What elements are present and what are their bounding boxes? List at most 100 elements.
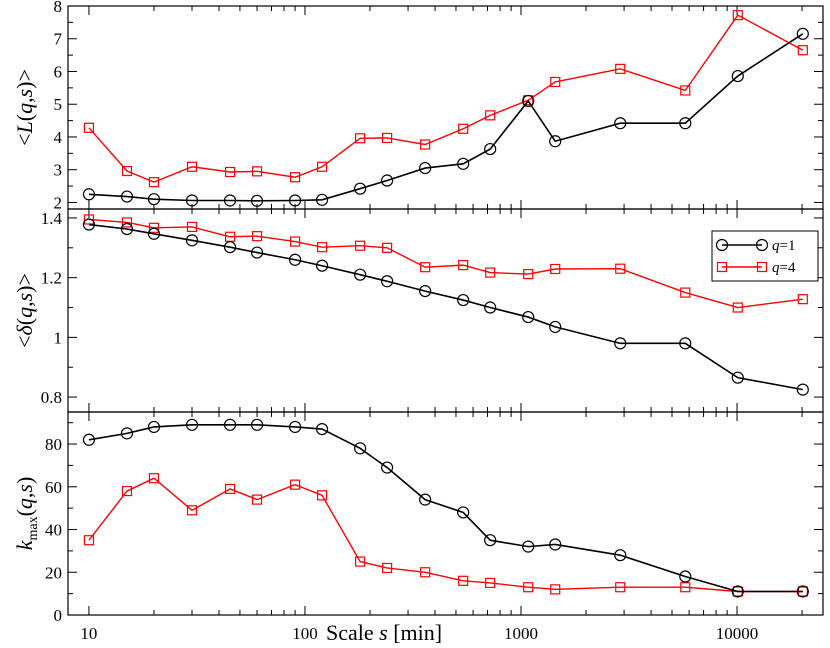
series-q=4 (83, 10, 808, 188)
data-point-circle (522, 94, 535, 108)
data-point-square (458, 260, 469, 271)
data-point-circle (679, 337, 692, 350)
data-point-square (523, 268, 534, 280)
comma: , (12, 97, 37, 103)
data-point-circle (731, 585, 744, 598)
series-line (88, 424, 803, 593)
data-point-circle (288, 420, 302, 434)
label-q: q (12, 498, 37, 509)
paren: ( (12, 318, 37, 325)
data-point-circle (147, 420, 161, 434)
data-point-square (550, 584, 561, 595)
data-point-circle (82, 188, 96, 201)
data-point-square (382, 132, 393, 144)
x-axis-label-prefix: Scale (326, 620, 379, 645)
data-point-square (316, 161, 328, 172)
label-var: L (12, 121, 37, 134)
data-point-square (224, 166, 236, 178)
legend-label: q=4 (772, 260, 796, 276)
y-tick-label: 40 (45, 521, 62, 540)
data-point-square (420, 567, 431, 578)
data-point-square (420, 262, 431, 273)
data-point-circle (147, 227, 161, 240)
data-point-square (420, 139, 431, 150)
paren-close: ) (12, 477, 37, 484)
data-point-circle (381, 174, 394, 187)
bracket-open: < (12, 335, 37, 347)
data-point-circle (223, 418, 237, 431)
comma: , (12, 493, 37, 499)
data-point-square (615, 63, 626, 74)
data-point-square (289, 172, 301, 183)
panel-middle: 0.8 1 1.2 1.4 (41, 208, 824, 413)
x-tick-label: 10 (80, 624, 97, 643)
data-point-circle (147, 193, 161, 206)
data-point-square (797, 45, 808, 56)
data-point-square (382, 242, 393, 253)
y-tick-label: 6 (54, 62, 63, 81)
legend-box (711, 230, 819, 282)
data-point-square (615, 263, 626, 274)
data-point-circle (288, 253, 302, 266)
paren: ( (12, 509, 37, 516)
data-point-square (458, 575, 469, 586)
data-point-circle (381, 461, 394, 474)
data-point-circle (315, 259, 329, 272)
data-point-circle (120, 190, 134, 203)
data-point-circle (484, 142, 497, 156)
data-point-square (121, 485, 133, 497)
data-point-circle (796, 383, 809, 396)
data-point-circle (82, 433, 96, 446)
legend-marker-circle (755, 238, 769, 252)
legend-label-var: q (772, 238, 780, 254)
y-tick-label: 20 (45, 563, 62, 582)
data-point-square (680, 85, 691, 96)
data-point-square (355, 556, 366, 567)
y-tick-label: 4 (54, 128, 63, 147)
x-tick-label: 100 (292, 624, 318, 643)
panel-frame (67, 5, 824, 210)
panel-frame (67, 411, 824, 616)
data-point-square (148, 177, 160, 188)
panel-frame (67, 208, 824, 413)
data-point-square (458, 123, 469, 134)
data-point-square (485, 110, 496, 121)
data-point-square (251, 231, 263, 242)
data-point-circle (614, 117, 627, 130)
data-point-circle (484, 301, 497, 314)
data-point-square (382, 562, 393, 574)
comma: , (12, 301, 37, 307)
x-axis-label-var: s (379, 620, 388, 645)
label-s: s (12, 293, 37, 302)
data-point-circle (250, 418, 264, 431)
data-point-circle (223, 194, 237, 207)
label-s: s (12, 484, 37, 493)
x-tick-label: 1000 (504, 624, 538, 643)
data-point-circle (354, 268, 367, 281)
x-axis: 10 100 1000 10000 Scale s [min] (80, 620, 758, 645)
data-point-circle (419, 161, 432, 175)
data-point-square (251, 494, 263, 505)
x-axis-label-suffix: [min] (388, 620, 442, 645)
y-axis-label-bottom: kmax(q,s) (12, 477, 41, 551)
y-tick-label: 5 (54, 95, 63, 114)
data-point-square (797, 294, 808, 305)
data-point-square (550, 76, 561, 88)
data-point-square (732, 10, 743, 21)
data-point-square (224, 483, 236, 495)
series-q=1 (82, 218, 809, 396)
data-point-square (316, 490, 328, 501)
bracket-open: < (12, 133, 37, 145)
data-point-circle (796, 27, 809, 40)
label-var: δ (12, 324, 37, 335)
y-axis-labels: <L(q,s)><δ(q,s)>kmax(q,s) (12, 69, 41, 550)
data-point-circle (381, 275, 394, 288)
data-point-square (83, 122, 95, 133)
data-point-circle (457, 506, 470, 519)
legend-marker-square (716, 261, 728, 273)
data-point-circle (731, 69, 744, 83)
data-point-circle (120, 222, 134, 236)
data-point-circle (419, 493, 432, 506)
y-tick-label: 0 (54, 606, 63, 625)
